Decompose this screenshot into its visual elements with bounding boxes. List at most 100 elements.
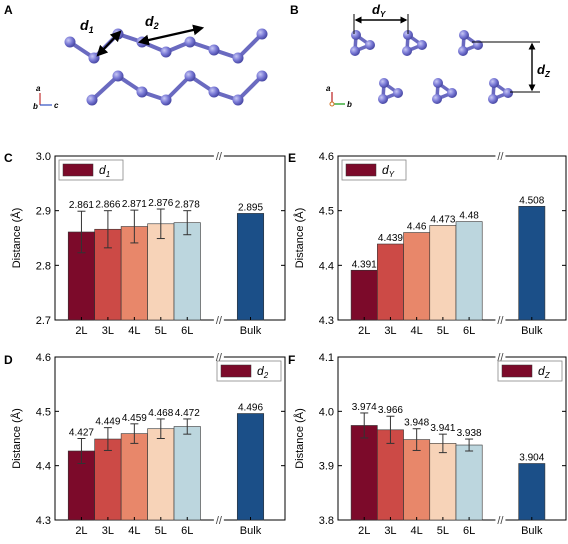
bar-bulk [236, 413, 265, 521]
legend-label-main: d [257, 364, 264, 378]
bond [236, 74, 264, 102]
legend-label: d2 [257, 364, 269, 380]
d1-label: d1 [80, 17, 94, 35]
atom [112, 70, 124, 82]
bar-5l [147, 428, 175, 521]
axis-break-gap [495, 154, 506, 158]
d2-label: d2 [145, 13, 159, 31]
x-tick-label: Bulk [240, 325, 262, 337]
panel-letter: A [4, 3, 13, 17]
legend-swatch [345, 163, 377, 177]
x-tick-label: 5L [155, 325, 167, 337]
bar-3l [377, 243, 404, 321]
axis-break-gap [213, 518, 224, 522]
data-label: 2.895 [238, 202, 263, 213]
x-tick-label: 5L [155, 525, 167, 537]
atom [488, 94, 498, 104]
bar-6l [173, 426, 201, 521]
y-tick-label: 4.3 [319, 315, 334, 327]
x-tick-label: 3L [102, 325, 114, 337]
dy-label: dY [372, 2, 386, 19]
atom [489, 78, 499, 88]
atom [256, 28, 268, 40]
x-tick-label: 3L [384, 325, 396, 337]
y-tick-label: 4.1 [319, 352, 334, 364]
bar-4l [403, 439, 431, 521]
chart-panel-f: F 3.8 3.9 4.0 4.1 Distance (Å) 3.974 2L 3.966 3L 3… [288, 352, 567, 537]
y-axis-label: Distance (Å) [293, 408, 306, 469]
legend-label: dY [382, 163, 395, 179]
y-tick-label: 4.4 [36, 461, 51, 473]
legend-label-main: d [382, 163, 389, 177]
data-label: 2.876 [148, 198, 173, 209]
d2-arrow [137, 24, 205, 46]
bar-5l [429, 225, 457, 321]
data-label: 4.472 [175, 408, 200, 419]
data-label: 4.468 [148, 408, 173, 419]
dz-label-sub: Z [544, 70, 551, 79]
dz-label: dZ [537, 62, 551, 79]
axis-break-mark: // [216, 352, 223, 364]
y-tick-label: 3.8 [319, 515, 334, 527]
data-label: 4.508 [519, 195, 544, 206]
d2-label-sub: 2 [153, 21, 159, 31]
x-tick-label: 2L [75, 525, 87, 537]
y-axis-label: Distance (Å) [293, 208, 306, 269]
data-label: 3.904 [519, 452, 544, 463]
d1-arrow [96, 30, 122, 57]
chart-panel-e: E 4.3 4.4 4.5 4.6 Distance (Å) 4.391 2L 4.439 3L 4… [288, 151, 567, 337]
chart-panel-c: C 2.7 2.8 2.9 3.0 Distance (Å) 2.861 2L 2.866 3L 2… [4, 151, 286, 337]
bond [236, 32, 264, 60]
x-tick-label: 5L [437, 525, 449, 537]
bar-2l [350, 425, 378, 521]
axis-break-mark: // [216, 151, 223, 163]
y-tick-label: 4.0 [319, 406, 334, 418]
x-tick-label: 4L [128, 525, 140, 537]
legend-label-main: d [538, 364, 545, 378]
legend-label: d1 [99, 163, 110, 179]
atom [208, 44, 220, 56]
data-label: 2.871 [122, 199, 147, 210]
panel-b: B dY dZ a b [290, 2, 551, 109]
legend-label-sub: Y [389, 170, 395, 179]
bonds [68, 32, 264, 102]
legend-swatch [501, 364, 533, 378]
bar-3l [94, 438, 122, 521]
data-label: 4.473 [430, 214, 455, 225]
panel-letter: E [288, 151, 296, 165]
dz-label-main: d [537, 62, 546, 77]
data-label: 4.459 [122, 413, 147, 424]
axis-a-label: a [326, 84, 331, 93]
atom [459, 30, 469, 40]
atom [458, 46, 468, 56]
axis-break-gap [213, 318, 224, 322]
atom [447, 88, 457, 98]
y-axis-label: Distance (Å) [10, 208, 23, 269]
x-tick-label: Bulk [240, 525, 262, 537]
bar-5l [429, 443, 457, 521]
x-tick-label: 6L [181, 325, 193, 337]
atom [403, 30, 413, 40]
x-tick-label: Bulk [521, 325, 543, 337]
y-tick-label: 4.5 [319, 206, 334, 218]
axis-triad-b: a b [326, 84, 352, 109]
bond [164, 74, 192, 102]
x-tick-label: 4L [128, 325, 140, 337]
bond [90, 74, 120, 102]
data-label: 4.496 [238, 403, 263, 414]
panel-letter: D [4, 353, 13, 367]
y-tick-label: 4.3 [36, 515, 51, 527]
legend-swatch [220, 364, 252, 378]
data-label: 4.439 [378, 233, 403, 244]
atom [86, 94, 98, 106]
x-tick-label: 4L [411, 325, 423, 337]
atom [350, 46, 360, 56]
bar-4l [403, 232, 431, 321]
legend-label-sub: Z [544, 371, 551, 380]
axis-b-label: b [347, 100, 352, 109]
legend-label-sub: 1 [106, 170, 110, 179]
atom [379, 78, 389, 88]
dz-dimension: dZ [472, 41, 551, 93]
data-label: 3.966 [378, 405, 403, 416]
atom [503, 88, 513, 98]
